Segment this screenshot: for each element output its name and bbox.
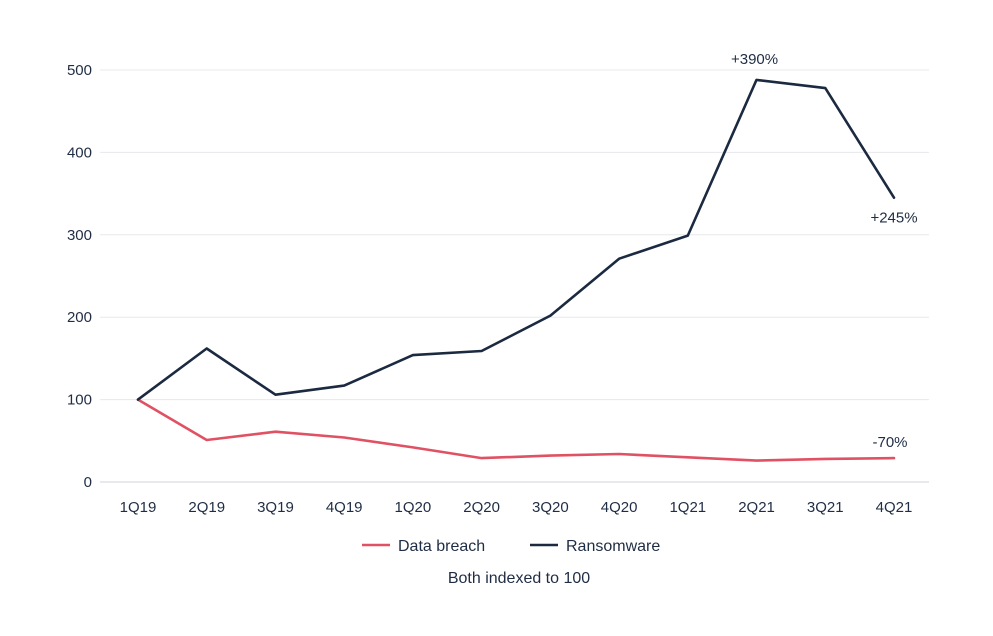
x-tick-label: 2Q20 <box>463 499 500 516</box>
y-tick-label: 500 <box>67 62 92 79</box>
series-line-ransomware <box>136 78 896 401</box>
x-tick-label: 4Q19 <box>326 499 363 516</box>
y-tick-label: 400 <box>67 144 92 161</box>
x-tick-label: 1Q19 <box>120 499 157 516</box>
y-tick-label: 0 <box>84 474 92 491</box>
y-axis-ticks: 0 100 200 300 400 500 <box>67 62 92 491</box>
x-tick-label: 1Q21 <box>669 499 706 516</box>
annotation-label: +245% <box>870 210 917 227</box>
x-tick-label: 3Q21 <box>807 499 844 516</box>
chart-note: Both indexed to 100 <box>448 570 590 587</box>
annotations: +390% +245% -70% <box>731 51 918 451</box>
x-tick-label: 3Q19 <box>257 499 294 516</box>
x-tick-label: 2Q21 <box>738 499 775 516</box>
x-tick-label: 4Q20 <box>601 499 638 516</box>
series-line-data-breach <box>136 398 896 462</box>
y-tick-label: 100 <box>67 392 92 409</box>
legend-label: Ransomware <box>566 538 660 555</box>
legend-label: Data breach <box>398 538 485 555</box>
annotation-label: -70% <box>872 434 907 451</box>
legend: Data breach Ransomware <box>362 538 660 555</box>
x-tick-label: 3Q20 <box>532 499 569 516</box>
x-tick-label: 2Q19 <box>188 499 225 516</box>
series-lines <box>136 78 896 462</box>
y-tick-label: 300 <box>67 227 92 244</box>
gridlines <box>100 69 929 483</box>
x-tick-label: 4Q21 <box>876 499 913 516</box>
annotation-label: +390% <box>731 51 778 68</box>
y-tick-label: 200 <box>67 309 92 326</box>
x-tick-label: 1Q20 <box>395 499 432 516</box>
x-axis-ticks: 1Q19 2Q19 3Q19 4Q19 1Q20 2Q20 3Q20 4Q20 1Q21 2Q21… <box>120 499 913 516</box>
